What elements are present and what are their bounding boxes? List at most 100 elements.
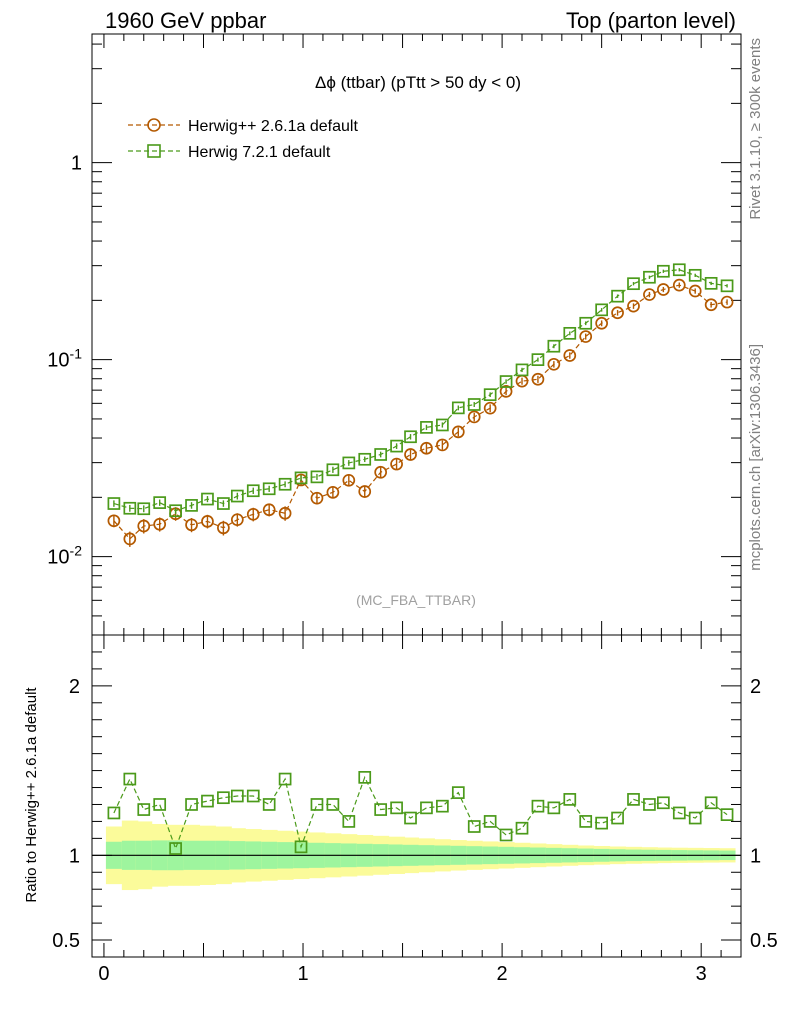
data-point-herwig7 — [688, 268, 702, 282]
data-point-herwig7 — [436, 418, 449, 432]
data-point-herwig7 — [404, 430, 417, 444]
data-point-herwigpp — [420, 441, 433, 455]
data-point-herwigpp — [278, 506, 292, 520]
ratio-point — [563, 793, 577, 806]
ratio-point — [310, 798, 324, 811]
main-series — [107, 263, 734, 547]
ratio-y-tick-label-left: 0.5 — [52, 930, 80, 952]
data-point-herwigpp — [246, 507, 260, 521]
data-point-herwig7 — [374, 448, 388, 461]
legend-entry-herwigpp: Herwig++ 2.6.1a default — [128, 118, 358, 135]
ratio-y-tick-label-right: 2 — [750, 676, 761, 698]
data-point-herwig7 — [563, 326, 577, 340]
ratio-point — [217, 791, 230, 805]
data-point-herwig7 — [420, 421, 433, 434]
ratio-panel: 0.5 0.5 1 1 2 2 0 1 2 3 Ratio to Herwig++ 2.6.1a… — [23, 634, 778, 985]
data-point-herwig7 — [595, 303, 608, 317]
data-point-herwig7 — [358, 452, 372, 466]
data-point-herwig7 — [720, 279, 734, 293]
x-tick-label: 2 — [497, 963, 508, 985]
data-point-herwigpp — [358, 485, 372, 498]
ratio-point — [278, 772, 292, 786]
series-line-0 — [113, 284, 728, 540]
ratio-point — [230, 789, 244, 803]
data-point-herwigpp — [153, 517, 167, 531]
main-y-tick-label-base: 1 — [71, 153, 82, 175]
data-point-herwig7 — [137, 502, 151, 516]
ratio-point — [595, 816, 608, 830]
data-point-herwig7 — [230, 489, 244, 503]
ratio-point — [547, 801, 561, 815]
ratio-axis-ticks — [92, 634, 742, 958]
ratio-point — [185, 798, 198, 811]
data-point-herwig7 — [153, 496, 167, 509]
data-point-herwig7 — [217, 497, 230, 510]
ratio-point — [515, 821, 529, 835]
ratio-point — [436, 799, 449, 813]
main-y-tick-labels: 10-210 -1 1 — [47, 153, 82, 569]
data-point-herwig7 — [515, 363, 529, 377]
ratio-point — [643, 798, 656, 811]
data-point-herwigpp — [547, 357, 561, 371]
ratio-point — [657, 796, 670, 810]
data-point-herwig7 — [672, 263, 686, 277]
data-point-herwig7 — [483, 388, 497, 402]
main-y-tick-label: 1 — [71, 153, 82, 175]
data-point-herwigpp — [310, 491, 324, 505]
data-point-herwigpp — [185, 518, 198, 532]
data-point-herwig7 — [185, 499, 198, 512]
x-tick-label: 1 — [297, 963, 308, 985]
data-point-herwigpp — [579, 330, 593, 343]
data-point-herwigpp — [688, 284, 702, 298]
ratio-line — [113, 775, 728, 851]
ratio-y-tick-labels: 0.5 0.5 1 1 2 2 — [52, 676, 778, 952]
ratio-point — [499, 828, 513, 842]
data-point-herwig7 — [107, 497, 121, 510]
data-point-herwigpp — [342, 473, 356, 487]
ratio-point — [342, 815, 356, 828]
data-point-herwigpp — [499, 385, 513, 398]
ratio-point — [358, 771, 372, 784]
data-point-herwig7 — [627, 277, 640, 291]
data-point-herwigpp — [672, 278, 686, 292]
data-point-herwigpp — [390, 457, 403, 471]
ratio-point — [704, 796, 718, 810]
data-point-herwigpp — [123, 532, 137, 546]
data-point-herwigpp — [611, 306, 624, 320]
data-point-herwigpp — [262, 503, 276, 517]
ratio-point — [483, 815, 497, 828]
ratio-point — [246, 789, 260, 803]
ratio-point — [201, 794, 214, 808]
data-point-herwigpp — [627, 299, 640, 313]
legend: Herwig++ 2.6.1a default Herwig 7.2.1 def… — [128, 118, 358, 161]
data-point-herwig7 — [201, 492, 214, 506]
data-point-herwigpp — [137, 519, 151, 533]
mcplots-label: mcplots.cern.ch [arXiv:1306.3436] — [747, 344, 764, 571]
data-point-herwigpp — [643, 288, 656, 301]
header-right: Top (parton level) — [566, 8, 736, 33]
data-point-herwigpp — [217, 521, 230, 535]
ratio-point — [153, 798, 167, 811]
ratio-point — [390, 801, 403, 815]
main-title: Δϕ (ttbar) (pTtt > 50 dy < 0) — [315, 73, 521, 92]
ratio-point — [137, 803, 151, 816]
main-y-tick-label-exp: -1 — [70, 346, 83, 362]
data-point-herwigpp — [230, 513, 244, 527]
data-point-herwigpp — [595, 316, 608, 330]
ratio-point — [688, 811, 702, 825]
ratio-point — [611, 811, 624, 825]
series-line-1 — [113, 269, 728, 512]
ratio-point — [579, 815, 593, 828]
data-point-herwig7 — [643, 270, 656, 284]
ratio-point — [374, 803, 388, 816]
ratio-point — [169, 842, 182, 855]
data-point-herwigpp — [451, 425, 465, 439]
data-point-herwigpp — [531, 372, 545, 386]
data-point-herwigpp — [107, 514, 121, 528]
ratio-point — [467, 820, 481, 833]
main-y-tick-label-base: 10 — [47, 547, 69, 569]
main-y-tick-label: 10-2 — [47, 543, 82, 569]
legend-marker-herwig7 — [147, 144, 161, 158]
x-tick-labels: 0 1 2 3 — [98, 963, 706, 985]
